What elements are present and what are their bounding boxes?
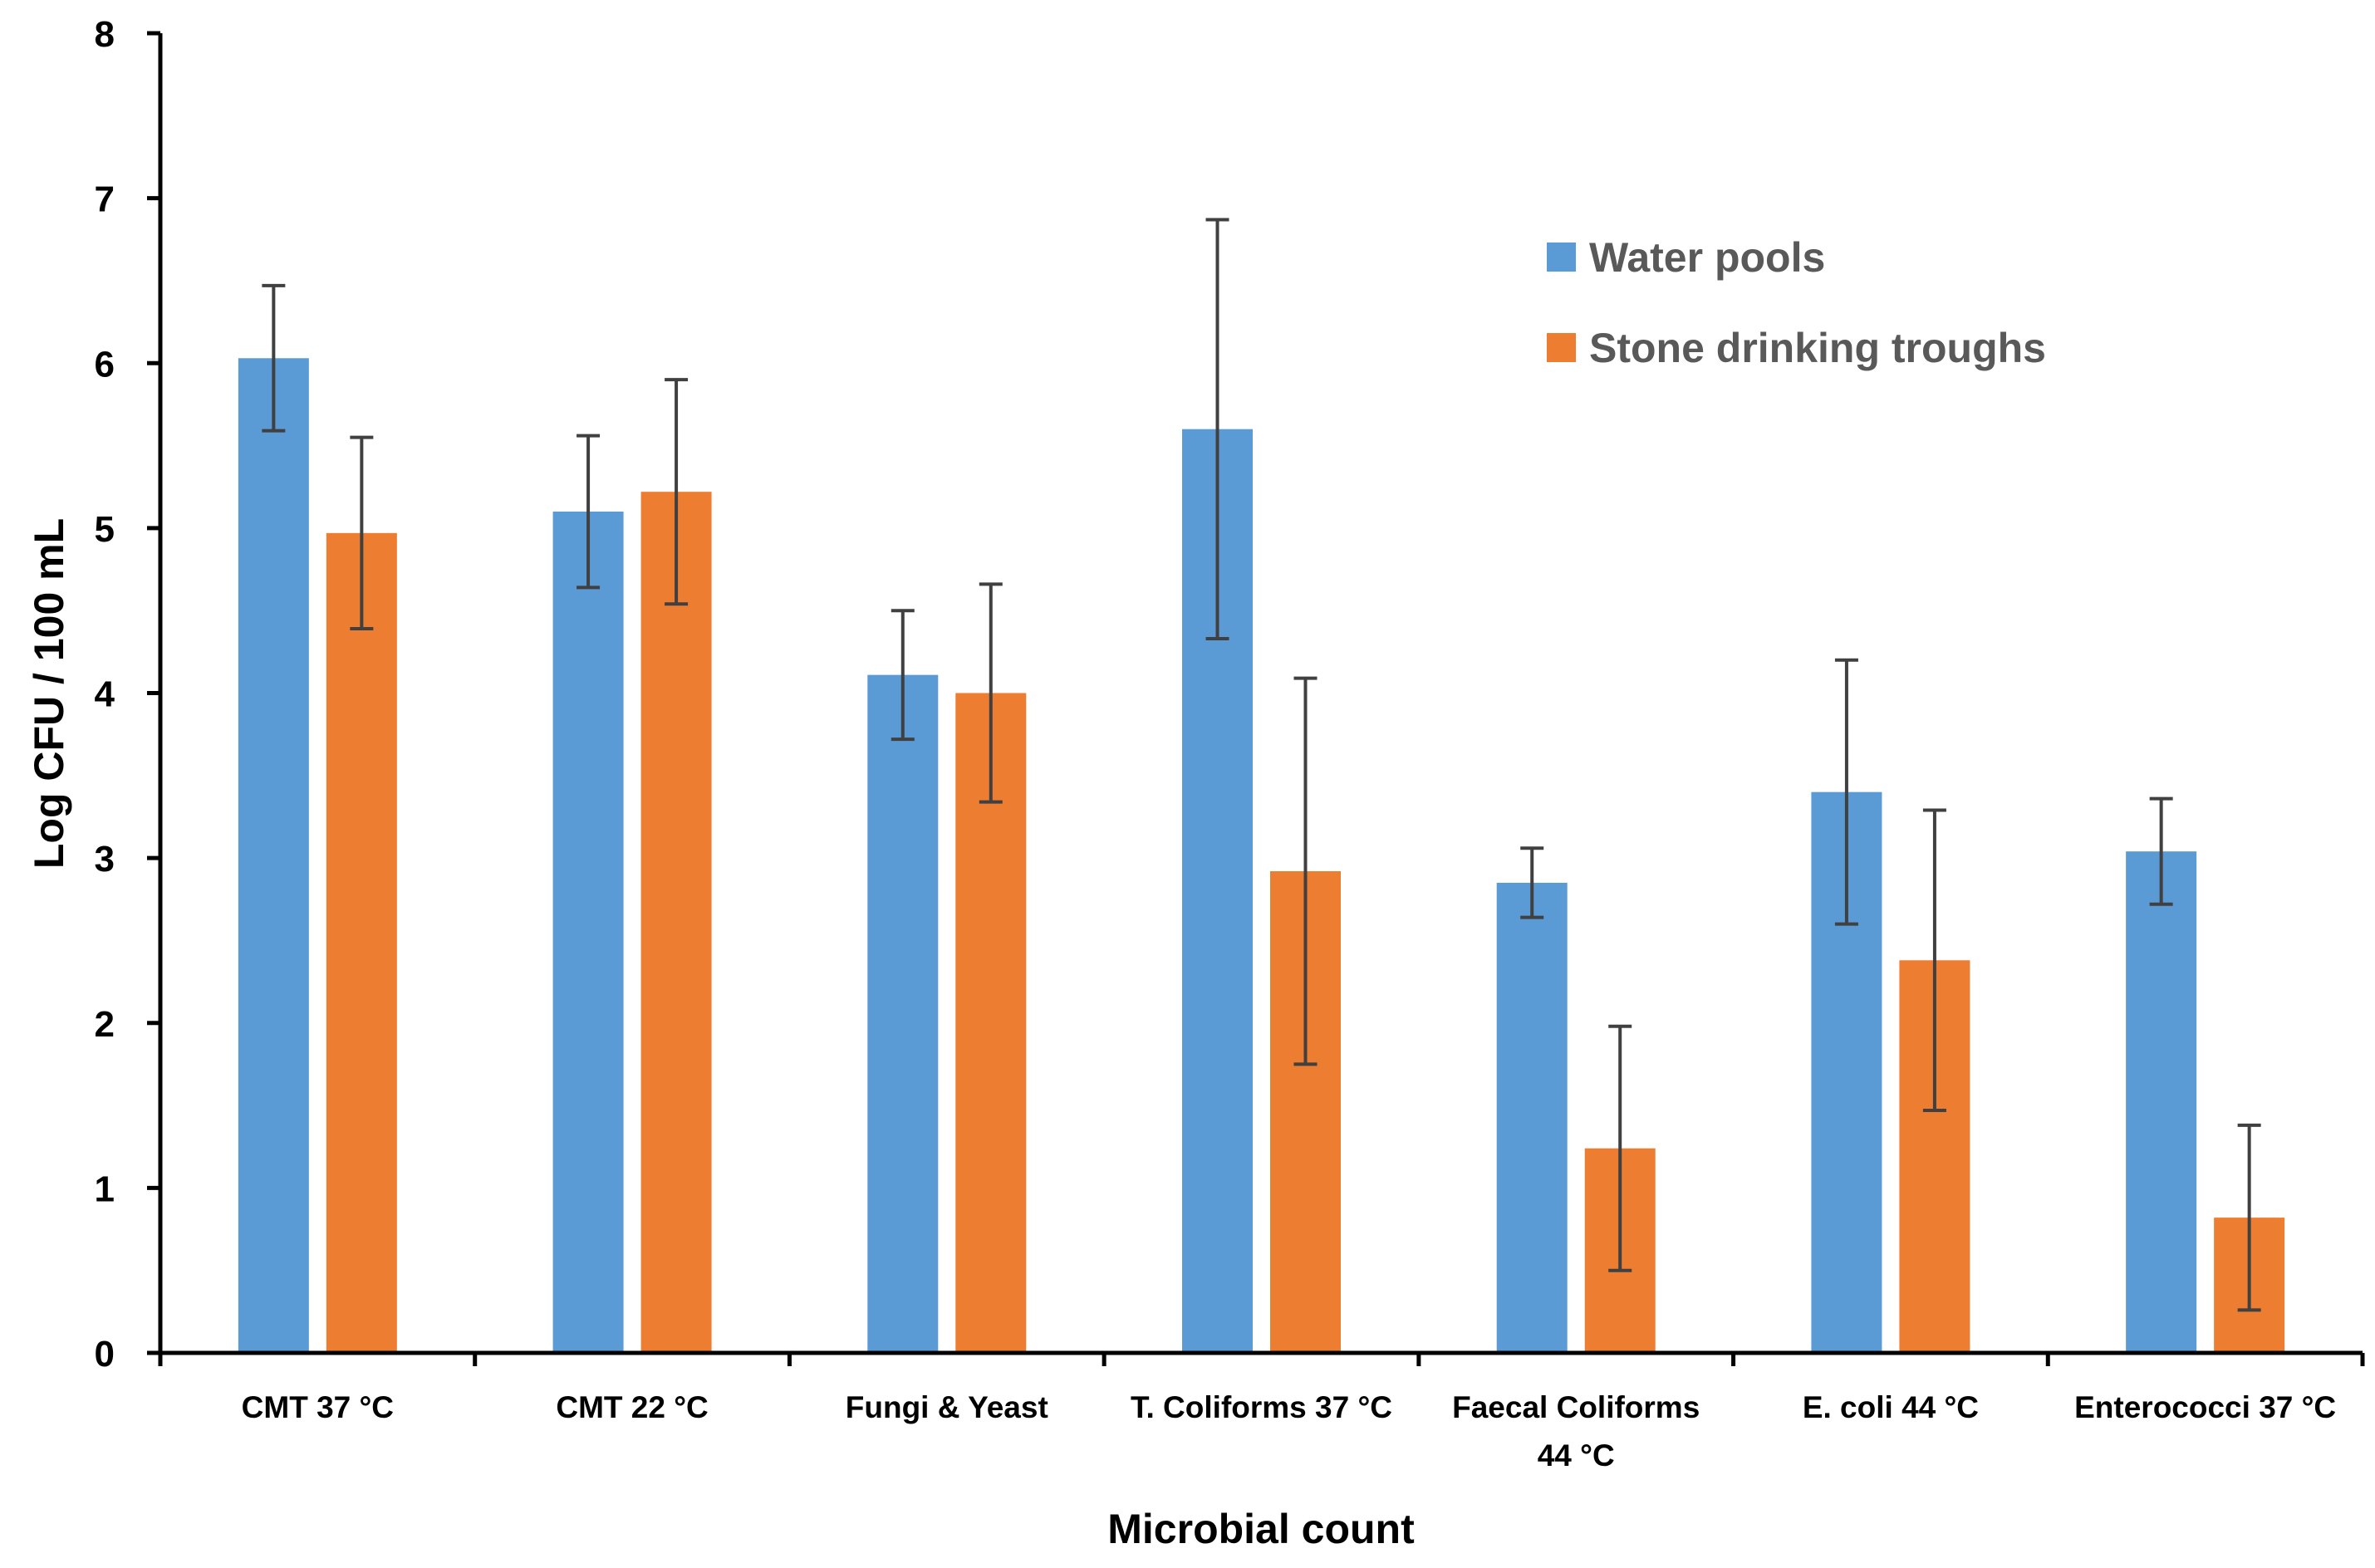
x-tick-label: Fungi & Yeast bbox=[846, 1390, 1048, 1424]
y-tick-label: 6 bbox=[95, 344, 115, 385]
error-bar-stone-drinking-troughs-7 bbox=[2237, 1123, 2261, 1312]
error-bar-water-pools-4 bbox=[1205, 218, 1229, 640]
bar-water-pools-5 bbox=[1496, 882, 1568, 1353]
bar-stone-drinking-troughs-2 bbox=[640, 492, 712, 1353]
legend-swatch-water-pools bbox=[1547, 243, 1576, 272]
error-bar-stone-drinking-troughs-4 bbox=[1293, 676, 1318, 1066]
y-tick-label: 5 bbox=[95, 509, 115, 550]
bar-water-pools-1 bbox=[238, 358, 309, 1353]
bar-water-pools-7 bbox=[2126, 851, 2197, 1353]
x-tick-label: Faecal Coliforms bbox=[1452, 1390, 1700, 1424]
y-tick-label: 8 bbox=[95, 14, 115, 55]
bar-stone-drinking-troughs-1 bbox=[326, 532, 397, 1353]
legend-label-stone-drinking-troughs: Stone drinking troughs bbox=[1589, 325, 2046, 371]
error-bar-water-pools-7 bbox=[2149, 796, 2173, 906]
bars-layer bbox=[238, 358, 2285, 1354]
y-axis-title: Log CFU / 100 mL bbox=[26, 518, 72, 869]
error-bar-stone-drinking-troughs-2 bbox=[665, 378, 689, 606]
error-bar-water-pools-5 bbox=[1520, 846, 1544, 919]
x-axis-title: Microbial count bbox=[1107, 1506, 1415, 1552]
y-tick-label: 4 bbox=[95, 674, 115, 715]
x-tick-label: E. coli 44 °C bbox=[1803, 1390, 1979, 1424]
error-bars-layer bbox=[262, 218, 2261, 1312]
x-tick-label: T. Coliforms 37 °C bbox=[1131, 1390, 1392, 1424]
error-bar-stone-drinking-troughs-5 bbox=[1608, 1024, 1632, 1272]
x-tick-label: Enterococci 37 °C bbox=[2074, 1390, 2336, 1424]
error-bar-water-pools-2 bbox=[577, 434, 601, 590]
y-tick-label: 7 bbox=[95, 179, 115, 220]
bar-water-pools-2 bbox=[552, 512, 624, 1353]
y-tick-label: 3 bbox=[95, 839, 115, 880]
error-bar-stone-drinking-troughs-1 bbox=[350, 435, 374, 631]
y-tick-label: 2 bbox=[95, 1004, 115, 1045]
y-tick-label: 1 bbox=[95, 1169, 115, 1209]
x-tick-label: CMT 37 °C bbox=[242, 1390, 394, 1424]
legend-swatch-stone-drinking-troughs bbox=[1547, 333, 1576, 362]
error-bar-stone-drinking-troughs-3 bbox=[979, 582, 1003, 804]
error-bar-stone-drinking-troughs-6 bbox=[1922, 808, 1946, 1113]
x-ticks-layer: CMT 37 °C CMT 22 °C Fungi & Yeast T. Colifo… bbox=[158, 1353, 2365, 1472]
bar-water-pools-3 bbox=[867, 674, 939, 1353]
x-tick-label: 44 °C bbox=[1538, 1438, 1615, 1472]
axes-layer bbox=[158, 33, 2363, 1355]
error-bar-water-pools-1 bbox=[262, 283, 286, 433]
x-tick-label: CMT 22 °C bbox=[556, 1390, 708, 1424]
y-ticks-layer: 0 1 2 3 4 5 6 7 8 bbox=[95, 14, 160, 1374]
error-bar-water-pools-3 bbox=[891, 609, 915, 742]
y-tick-label: 0 bbox=[95, 1334, 115, 1374]
error-bar-water-pools-6 bbox=[1834, 658, 1858, 926]
legend: Water pools Stone drinking troughs bbox=[1547, 234, 2046, 371]
legend-label-water-pools: Water pools bbox=[1589, 234, 1825, 281]
